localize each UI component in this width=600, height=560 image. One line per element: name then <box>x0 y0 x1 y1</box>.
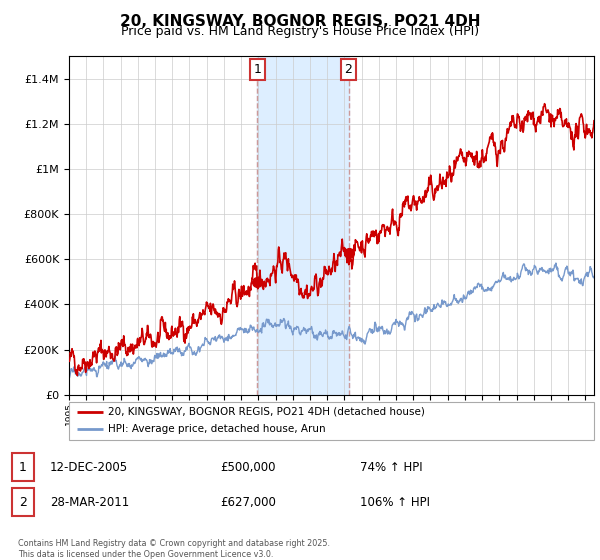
Text: 2: 2 <box>19 496 27 509</box>
Text: £627,000: £627,000 <box>220 496 276 509</box>
Bar <box>12 453 34 481</box>
Text: 1: 1 <box>19 460 27 474</box>
Text: 20, KINGSWAY, BOGNOR REGIS, PO21 4DH (detached house): 20, KINGSWAY, BOGNOR REGIS, PO21 4DH (de… <box>109 407 425 417</box>
Text: Contains HM Land Registry data © Crown copyright and database right 2025.
This d: Contains HM Land Registry data © Crown c… <box>18 539 330 559</box>
Text: 28-MAR-2011: 28-MAR-2011 <box>50 496 129 509</box>
Text: £500,000: £500,000 <box>220 460 275 474</box>
Text: 2: 2 <box>344 63 352 76</box>
Text: 74% ↑ HPI: 74% ↑ HPI <box>360 460 422 474</box>
Text: 1: 1 <box>254 63 262 76</box>
Text: 12-DEC-2005: 12-DEC-2005 <box>50 460 128 474</box>
Text: HPI: Average price, detached house, Arun: HPI: Average price, detached house, Arun <box>109 424 326 435</box>
Bar <box>12 488 34 516</box>
Bar <box>257 56 349 395</box>
Text: 20, KINGSWAY, BOGNOR REGIS, PO21 4DH: 20, KINGSWAY, BOGNOR REGIS, PO21 4DH <box>120 14 480 29</box>
Text: 106% ↑ HPI: 106% ↑ HPI <box>360 496 430 509</box>
Text: Price paid vs. HM Land Registry's House Price Index (HPI): Price paid vs. HM Land Registry's House … <box>121 25 479 38</box>
